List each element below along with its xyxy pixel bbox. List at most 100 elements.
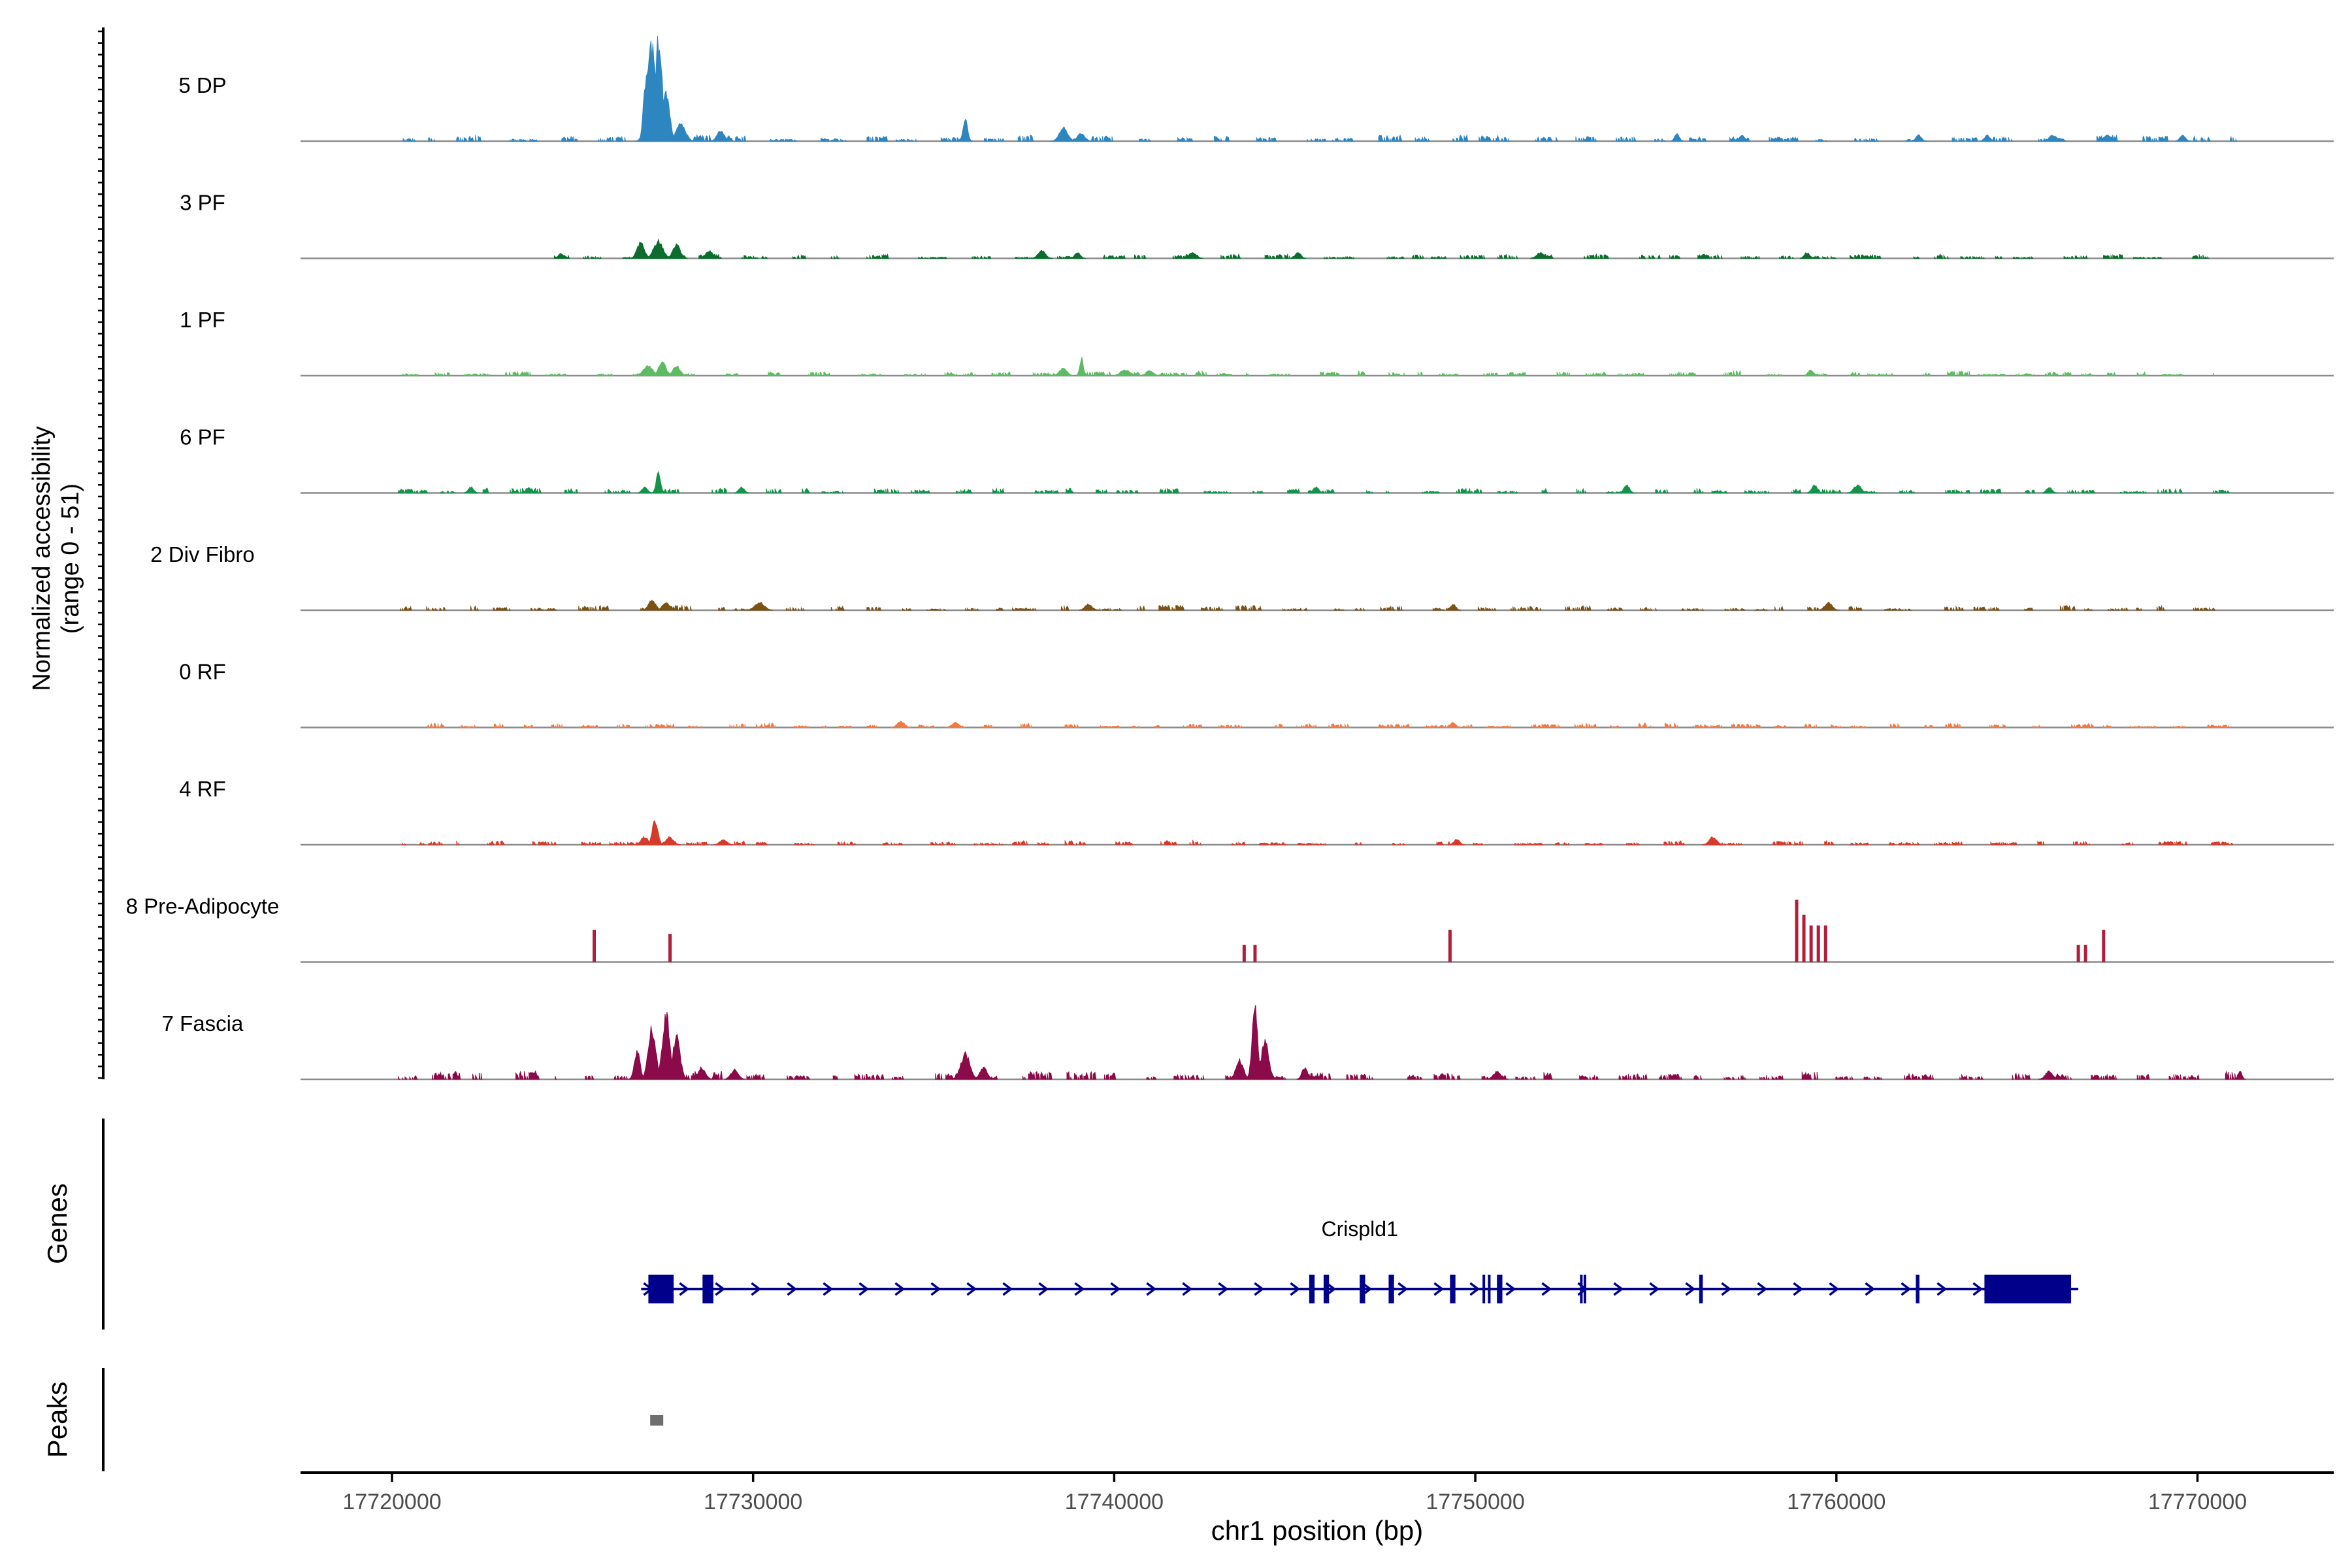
track-label: 3 PF [180, 191, 225, 215]
gene-exon [1309, 1275, 1315, 1303]
track-5-dp: 5 DP [178, 35, 2334, 142]
track-6-pf: 6 PF [180, 425, 2334, 494]
gene-strand-arrow [1541, 1282, 1552, 1296]
peak-region [650, 1415, 664, 1426]
gene-exon [1583, 1275, 1586, 1303]
gene-strand-arrow [1649, 1282, 1660, 1296]
coverage-bar [1816, 925, 1820, 962]
coverage-y-axis [98, 27, 105, 1079]
coverage-bar [1823, 925, 1827, 962]
gene-model [641, 1275, 2079, 1303]
track-1-pf: 1 PF [180, 308, 2334, 377]
gene-exon [1916, 1275, 1919, 1303]
track-label: 5 DP [178, 73, 226, 97]
track-0-rf: 0 RF [179, 660, 2334, 728]
track-label: 7 Fascia [162, 1011, 244, 1036]
track-label: 2 Div Fibro [150, 542, 255, 566]
gene-exon [1388, 1275, 1394, 1303]
gene-strand-arrow [1074, 1282, 1085, 1296]
track-label: 6 PF [180, 425, 225, 449]
coverage-bar [1809, 925, 1813, 962]
gene-exon [1984, 1275, 2072, 1303]
gene-strand-arrow [1218, 1282, 1229, 1296]
gene-exon [1580, 1275, 1583, 1303]
coverage-bar [2076, 945, 2080, 962]
gene-strand-arrow [1038, 1282, 1049, 1296]
gene-strand-arrow [1469, 1282, 1480, 1296]
x-tick-label: 17770000 [2148, 1490, 2247, 1514]
gene-strand-arrow [1901, 1282, 1912, 1296]
gene-strand-arrow [1002, 1282, 1013, 1296]
gene-strand-arrow [1685, 1282, 1696, 1296]
gene-strand-arrow [715, 1282, 726, 1296]
gene-strand-arrow [1757, 1282, 1768, 1296]
gene-exon [1497, 1275, 1503, 1303]
coverage-bar [668, 934, 672, 962]
coverage-bar [1795, 899, 1799, 962]
track-label: 4 RF [179, 777, 226, 801]
x-tick-label: 17720000 [342, 1490, 441, 1514]
gene-strand-arrow [1146, 1282, 1157, 1296]
x-tick-label: 17740000 [1065, 1490, 1164, 1514]
y-axis-label-line2: (range 0 - 51) [57, 483, 84, 634]
gene-strand-arrow [823, 1282, 834, 1296]
gene-exon [1323, 1275, 1330, 1303]
gene-exon [1360, 1275, 1365, 1303]
coverage-area [400, 599, 2216, 612]
coverage-bar [1253, 945, 1257, 962]
gene-strand-arrow [1613, 1282, 1624, 1296]
coverage-area [402, 820, 2234, 845]
coverage-bar [1242, 945, 1246, 962]
gene-strand-arrow [1290, 1282, 1301, 1296]
x-tick-label: 17760000 [1787, 1490, 1886, 1514]
y-axis-label-line1: Normalized accessibility [28, 426, 56, 691]
gene-strand-arrow [1972, 1282, 1984, 1296]
gene-strand-arrow [1505, 1282, 1516, 1296]
gene-exon [648, 1275, 674, 1303]
track-4-rf: 4 RF [179, 777, 2334, 846]
coverage-bar [1448, 930, 1452, 962]
peaks-panel-label: Peaks [42, 1382, 73, 1458]
track-label: 1 PF [180, 308, 225, 332]
gene-strand-arrow [1829, 1282, 1840, 1296]
gene-strand-arrow [1397, 1282, 1409, 1296]
coverage-bar [1802, 915, 1806, 962]
gene-strand-arrow [1110, 1282, 1121, 1296]
coverage-area [402, 357, 2215, 376]
gene-strand-arrow [1936, 1282, 1948, 1296]
x-tick-label: 17730000 [704, 1490, 802, 1514]
coverage-area [427, 720, 2230, 728]
track-label: 8 Pre-Adipocyte [126, 894, 280, 919]
gene-exon [1488, 1275, 1491, 1303]
gene-exon [702, 1275, 713, 1303]
x-tick-label: 17750000 [1426, 1490, 1524, 1514]
coverage-bar [2102, 930, 2106, 962]
coverage-area [398, 1005, 2246, 1080]
coverage-area [402, 35, 2238, 142]
gene-strand-arrow [858, 1282, 870, 1296]
gene-exon [1699, 1275, 1703, 1303]
gene-strand-arrow [679, 1282, 690, 1296]
gene-strand-arrow [1182, 1282, 1193, 1296]
gene-strand-arrow [787, 1282, 798, 1296]
coverage-bar [593, 930, 596, 962]
coverage-bar [2083, 945, 2087, 962]
gene-strand-arrow [1326, 1282, 1337, 1296]
gene-strand-arrow [1721, 1282, 1732, 1296]
x-axis-title: chr1 position (bp) [1211, 1515, 1424, 1546]
track-8-pre-adipocyte: 8 Pre-Adipocyte [126, 894, 2334, 963]
track-label: 0 RF [179, 660, 226, 684]
gene-strand-arrow [894, 1282, 906, 1296]
gene-strand-arrow [1865, 1282, 1876, 1296]
coverage-area [398, 470, 2230, 493]
gene-exon [1482, 1275, 1486, 1303]
genes-panel-label: Genes [42, 1183, 73, 1264]
gene-strand-arrow [1254, 1282, 1265, 1296]
gene-exon [1450, 1275, 1456, 1303]
peak-regions [650, 1415, 664, 1426]
track-3-pf: 3 PF [180, 191, 2334, 259]
gene-strand-arrow [930, 1282, 941, 1296]
gene-strand-arrow [1793, 1282, 1804, 1296]
track-7-fascia: 7 Fascia [162, 1005, 2334, 1081]
